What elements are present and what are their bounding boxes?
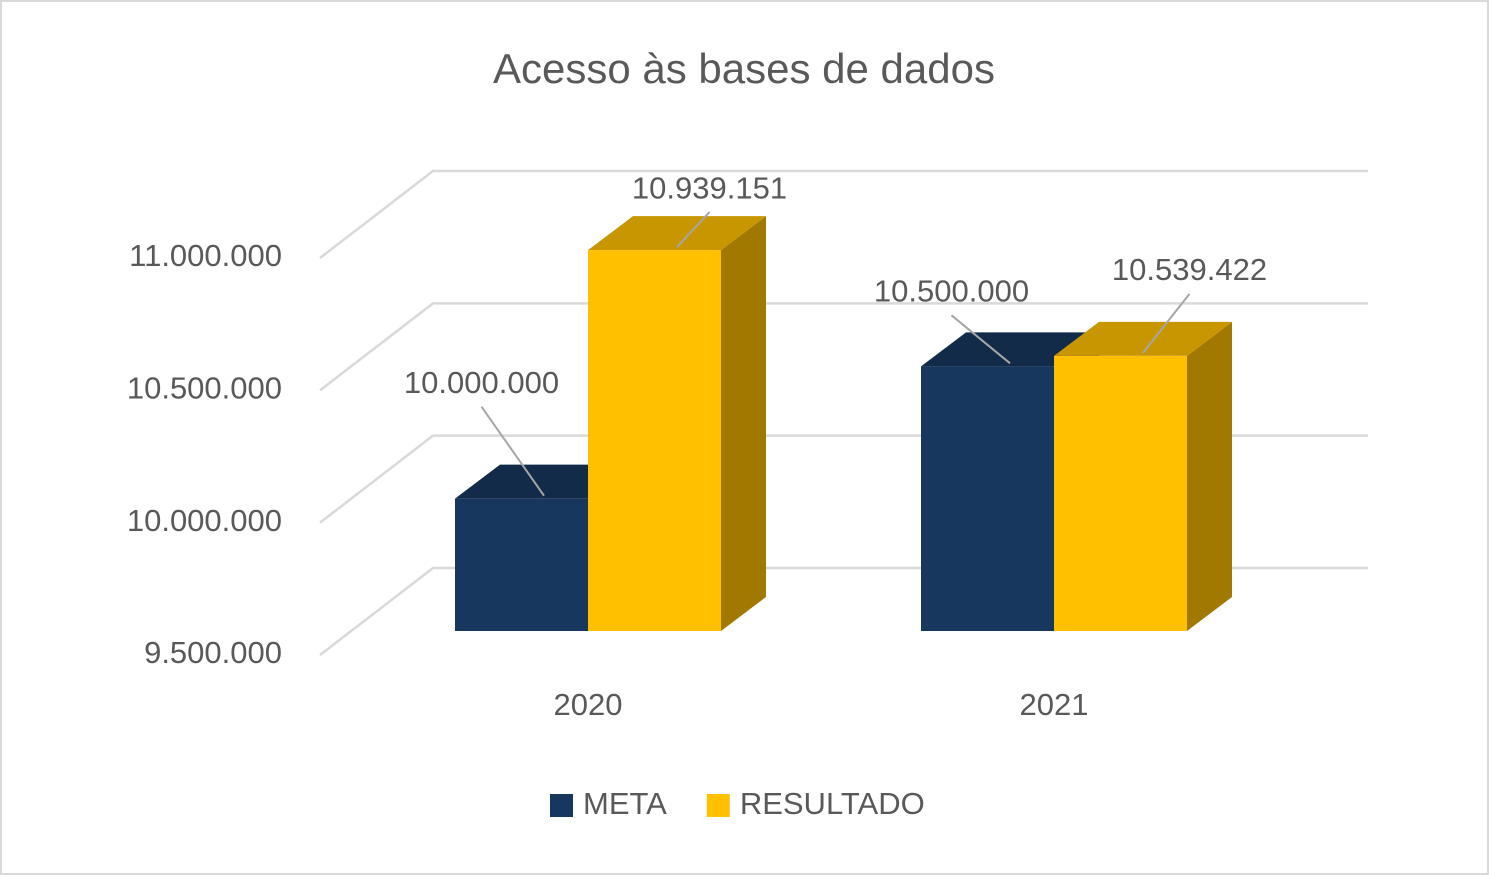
bar <box>1054 355 1187 631</box>
x-tick-label: 2021 <box>1020 687 1089 722</box>
bar-side <box>721 216 766 631</box>
data-label: 10.000.000 <box>404 365 559 400</box>
legend-swatch <box>706 794 730 817</box>
y-tick-label: 9.500.000 <box>144 635 282 670</box>
legend-label: META <box>583 786 667 821</box>
bar <box>921 366 1054 631</box>
leader-line <box>676 211 711 248</box>
leader-line <box>1142 293 1191 354</box>
y-tick-label: 10.000.000 <box>127 503 282 538</box>
legend-label: RESULTADO <box>740 786 925 821</box>
bar <box>588 250 721 631</box>
y-tick-label: 11.000.000 <box>129 238 282 273</box>
grid-line <box>319 169 1368 259</box>
data-label: 10.539.422 <box>1112 252 1267 287</box>
data-label: 10.500.000 <box>874 274 1029 309</box>
chart-title: Acesso às bases de dados <box>493 45 995 92</box>
leader-line <box>950 314 1011 365</box>
legend-swatch <box>550 794 573 817</box>
x-tick-label: 2020 <box>554 687 623 722</box>
data-label: 10.939.151 <box>632 170 787 205</box>
bar-top <box>1054 321 1232 356</box>
bar <box>455 498 588 631</box>
bar-top <box>588 216 766 251</box>
leader-line <box>480 406 545 497</box>
y-tick-label: 10.500.000 <box>127 371 282 406</box>
grid-line <box>319 302 1368 392</box>
bar-side <box>1187 321 1232 631</box>
